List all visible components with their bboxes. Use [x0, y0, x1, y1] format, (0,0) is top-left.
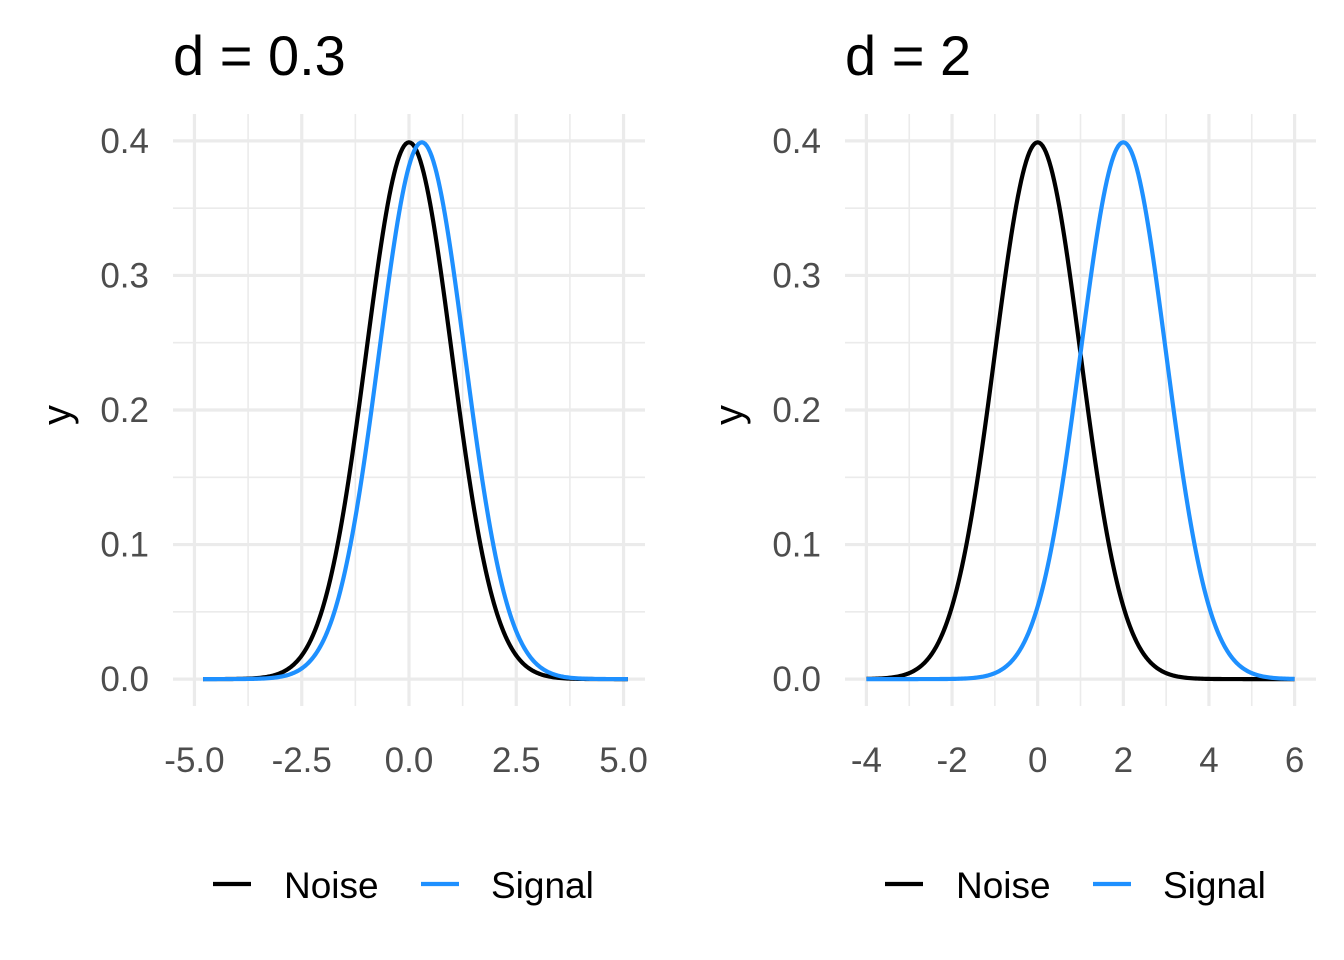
y-tick-label: 0.1 [772, 526, 821, 565]
y-tick-label: 0.3 [100, 256, 149, 295]
x-tick-label: -2 [936, 741, 967, 780]
x-tick-label: -4 [851, 741, 882, 780]
panel-d-2: d = 2 y 0.0 0.1 0.2 0.3 0.4 -4 -2 0 2 4 6 Noise S… [707, 24, 1316, 906]
series-layer [202, 140, 629, 682]
y-axis-label: y [707, 405, 751, 425]
y-tick-labels: 0.0 0.1 0.2 0.3 0.4 [100, 122, 149, 699]
y-tick-label: 0.4 [772, 122, 821, 161]
y-tick-labels: 0.0 0.1 0.2 0.3 0.4 [772, 122, 821, 699]
series-line-signal [865, 140, 1296, 682]
panel-d-0-3: d = 0.3 y 0.0 0.1 0.2 0.3 0.4 -5.0 -2.5 0.0 2.5… [35, 24, 648, 906]
grid [173, 114, 645, 706]
x-tick-label: 2.5 [492, 741, 541, 780]
x-tick-label: 4 [1199, 741, 1218, 780]
series-layer [865, 140, 1296, 682]
x-tick-label: 6 [1285, 741, 1304, 780]
series-line-signal [202, 140, 629, 682]
y-tick-label: 0.2 [772, 391, 821, 430]
panel-title: d = 2 [845, 24, 971, 87]
x-tick-labels: -5.0 -2.5 0.0 2.5 5.0 [164, 741, 648, 780]
y-tick-label: 0.2 [100, 391, 149, 430]
y-tick-label: 0.1 [100, 526, 149, 565]
legend-label-signal: Signal [1163, 865, 1266, 906]
y-tick-label: 0.3 [772, 256, 821, 295]
y-tick-label: 0.0 [772, 660, 821, 699]
legend-label-noise: Noise [956, 865, 1051, 906]
y-axis-label: y [35, 405, 79, 425]
legend: Noise Signal [885, 865, 1266, 906]
x-tick-label: 2 [1114, 741, 1133, 780]
legend-label-signal: Signal [491, 865, 594, 906]
x-tick-label: 5.0 [599, 741, 648, 780]
y-tick-label: 0.0 [100, 660, 149, 699]
panel-title: d = 0.3 [173, 24, 346, 87]
y-tick-label: 0.4 [100, 122, 149, 161]
x-tick-label: 0 [1028, 741, 1047, 780]
x-tick-label: -5.0 [164, 741, 224, 780]
x-tick-label: 0.0 [385, 741, 434, 780]
x-tick-label: -2.5 [272, 741, 332, 780]
legend: Noise Signal [213, 865, 594, 906]
legend-label-noise: Noise [284, 865, 379, 906]
x-tick-labels: -4 -2 0 2 4 6 [851, 741, 1304, 780]
